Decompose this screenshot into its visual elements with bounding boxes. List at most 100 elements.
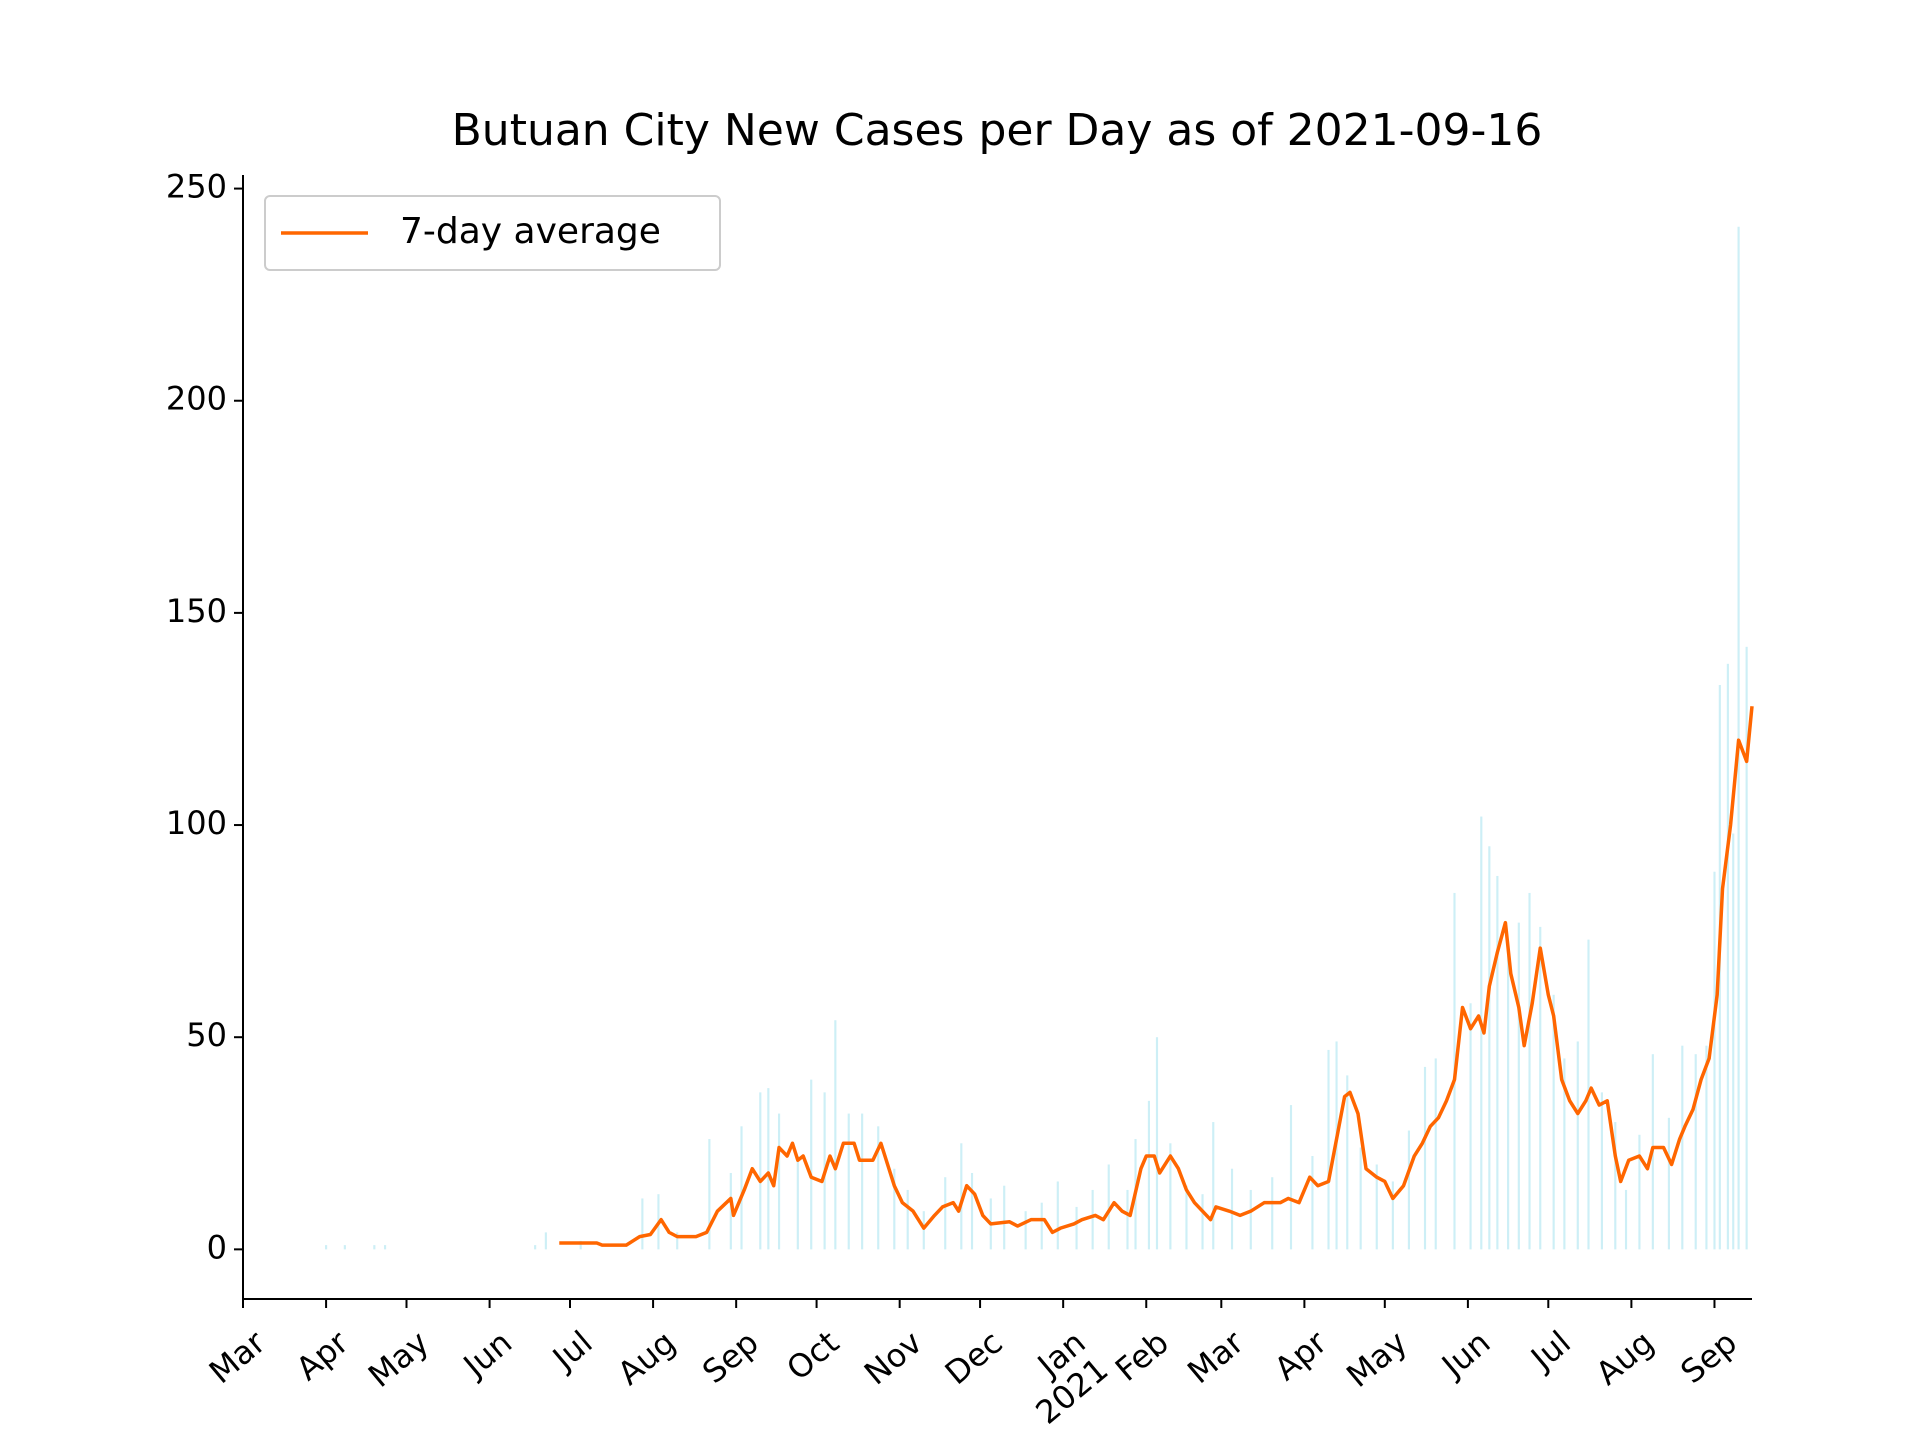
bar: [1528, 892, 1531, 1250]
x-tick-label: May: [361, 1323, 436, 1395]
bar: [1539, 926, 1542, 1250]
bar: [1694, 1054, 1697, 1250]
bar: [759, 1092, 762, 1250]
bar: [970, 1172, 974, 1250]
y-tick-label: 150: [166, 592, 227, 630]
bar: [1745, 646, 1748, 1250]
bar: [1563, 1058, 1566, 1250]
x-tick-label: Aug: [1589, 1323, 1661, 1392]
bar: [1271, 1177, 1274, 1250]
bar: [1056, 1181, 1059, 1250]
x-tick-label: Apr: [289, 1323, 356, 1388]
x-tick-label: Jun: [455, 1323, 519, 1386]
x-tick-label: Mar: [202, 1323, 273, 1391]
line: [559, 706, 1754, 1247]
bar: [1359, 1147, 1362, 1250]
legend: 7-day average: [264, 195, 721, 271]
x-tick-label: Jun: [1433, 1323, 1497, 1386]
bar: [893, 1168, 896, 1250]
bar: [1024, 1211, 1027, 1250]
y-tick-label: 0: [207, 1228, 227, 1266]
bar: [1614, 1122, 1617, 1250]
bar: [1155, 1037, 1159, 1250]
bar: [1624, 1189, 1628, 1250]
x-tick-label: Jul: [1522, 1323, 1578, 1378]
bar: [1434, 1058, 1437, 1250]
bar: [1212, 1122, 1215, 1250]
bar: [1185, 1185, 1188, 1250]
bar: [579, 1240, 582, 1250]
bar: [1469, 1003, 1472, 1250]
y-tick-label: 200: [166, 380, 227, 418]
bar: [861, 1113, 864, 1250]
bar: [1488, 846, 1491, 1250]
legend-box: [264, 195, 721, 271]
bar: [1169, 1143, 1172, 1250]
y-tick-label: 50: [186, 1016, 227, 1054]
bar: [373, 1245, 376, 1250]
bar: [1517, 922, 1520, 1250]
bar: [1075, 1206, 1078, 1250]
bar: [676, 1232, 679, 1250]
bar: [1249, 1189, 1252, 1250]
bar: [544, 1232, 547, 1250]
x-tick-label: Aug: [610, 1323, 682, 1392]
x-tick-label: Nov: [857, 1323, 929, 1392]
bar: [1681, 1045, 1684, 1250]
x-tick-label: Sep: [1673, 1323, 1744, 1391]
bar: [1201, 1194, 1204, 1250]
bar: [834, 1020, 837, 1250]
bar: [534, 1245, 537, 1250]
bar: [1667, 1117, 1670, 1250]
bar: [1040, 1202, 1043, 1250]
chart-title: Butuan City New Cases per Day as of 2021…: [452, 105, 1543, 156]
bar: [1327, 1049, 1330, 1250]
legend-label: 7-day average: [400, 211, 661, 252]
bar: [847, 1113, 850, 1250]
x-tick-label: Oct: [779, 1323, 846, 1388]
bar: [1311, 1156, 1314, 1250]
bar: [810, 1079, 813, 1250]
bar: [1726, 663, 1729, 1250]
bar: [1147, 1100, 1151, 1250]
x-tick-label: Jul: [544, 1323, 600, 1378]
bar: [1496, 875, 1499, 1250]
x-tick-label: Feb: [1108, 1323, 1176, 1389]
bar: [1407, 1130, 1410, 1250]
x-tick-label: May: [1339, 1323, 1414, 1395]
bar: [343, 1245, 346, 1250]
bar: [1705, 1045, 1708, 1250]
bar: [906, 1189, 909, 1250]
y-tick-label: 100: [166, 804, 227, 842]
bar: [960, 1143, 963, 1250]
bar: [1107, 1164, 1110, 1250]
bar: [1737, 226, 1740, 1250]
bar: [1552, 994, 1555, 1250]
bar: [1423, 1066, 1427, 1250]
bar: [1480, 816, 1483, 1250]
bar: [740, 1126, 743, 1250]
bar: [1391, 1181, 1394, 1250]
bar: [777, 1113, 781, 1250]
x-tick-label: Mar: [1180, 1323, 1251, 1391]
x-tick-label: Jan2021: [1006, 1323, 1115, 1431]
bar: [1732, 833, 1735, 1250]
bar: [877, 1126, 880, 1250]
bar: [383, 1245, 387, 1250]
bar: [1638, 1134, 1641, 1250]
bar: [641, 1198, 644, 1250]
bar: [944, 1177, 947, 1250]
bar: [922, 1211, 925, 1250]
bar: [1126, 1189, 1129, 1250]
bar: [1507, 952, 1510, 1250]
bar: [1576, 1041, 1579, 1250]
bar: [1346, 1075, 1349, 1250]
bar: [708, 1139, 711, 1250]
bar: [325, 1245, 328, 1250]
y-tick-label: 250: [166, 168, 227, 206]
bar: [1289, 1105, 1293, 1250]
x-tick-label: Sep: [695, 1323, 766, 1391]
bar: [1091, 1189, 1094, 1250]
bar: [1713, 871, 1716, 1250]
